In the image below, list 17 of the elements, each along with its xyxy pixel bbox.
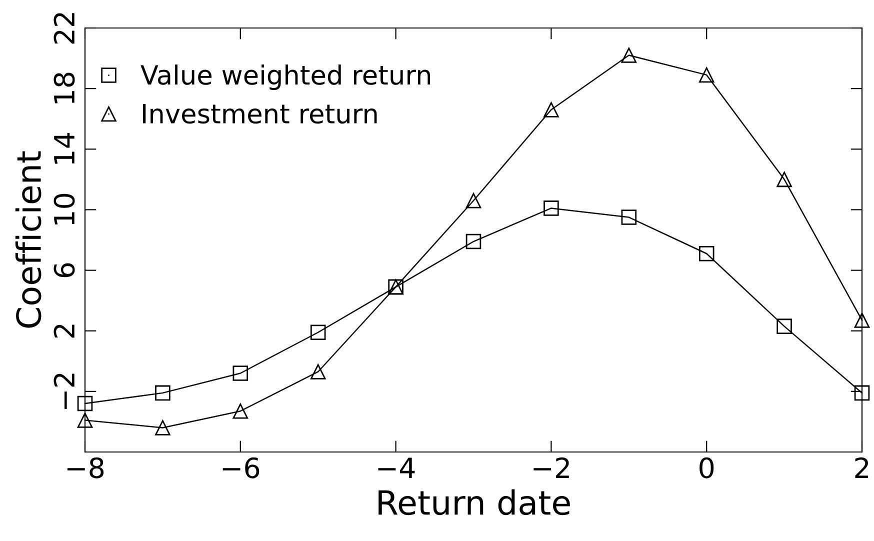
legend-label: Investment return (143, 104, 377, 124)
y-axis-title: Coefficient (15, 151, 42, 328)
x-tick-label: 2 (855, 457, 868, 478)
y-tick-label: 6 (54, 263, 75, 278)
x-tick-label: −6 (222, 457, 260, 478)
x-tick-label: −8 (67, 457, 104, 478)
y-tick-label: 2 (54, 324, 74, 338)
y-tick-label: 18 (54, 72, 75, 104)
y-tick-label: 22 (54, 13, 74, 44)
x-tick-label: −2 (534, 457, 569, 478)
x-tick-label: −4 (378, 458, 415, 478)
y-tick-label: 10 (54, 194, 75, 224)
x-tick-label: 0 (700, 457, 714, 478)
y-tick-label: −2 (54, 374, 74, 409)
y-tick-label: 14 (54, 133, 74, 164)
x-axis-title: Return date (378, 489, 570, 516)
legend-label: Value weighted return (140, 64, 430, 90)
